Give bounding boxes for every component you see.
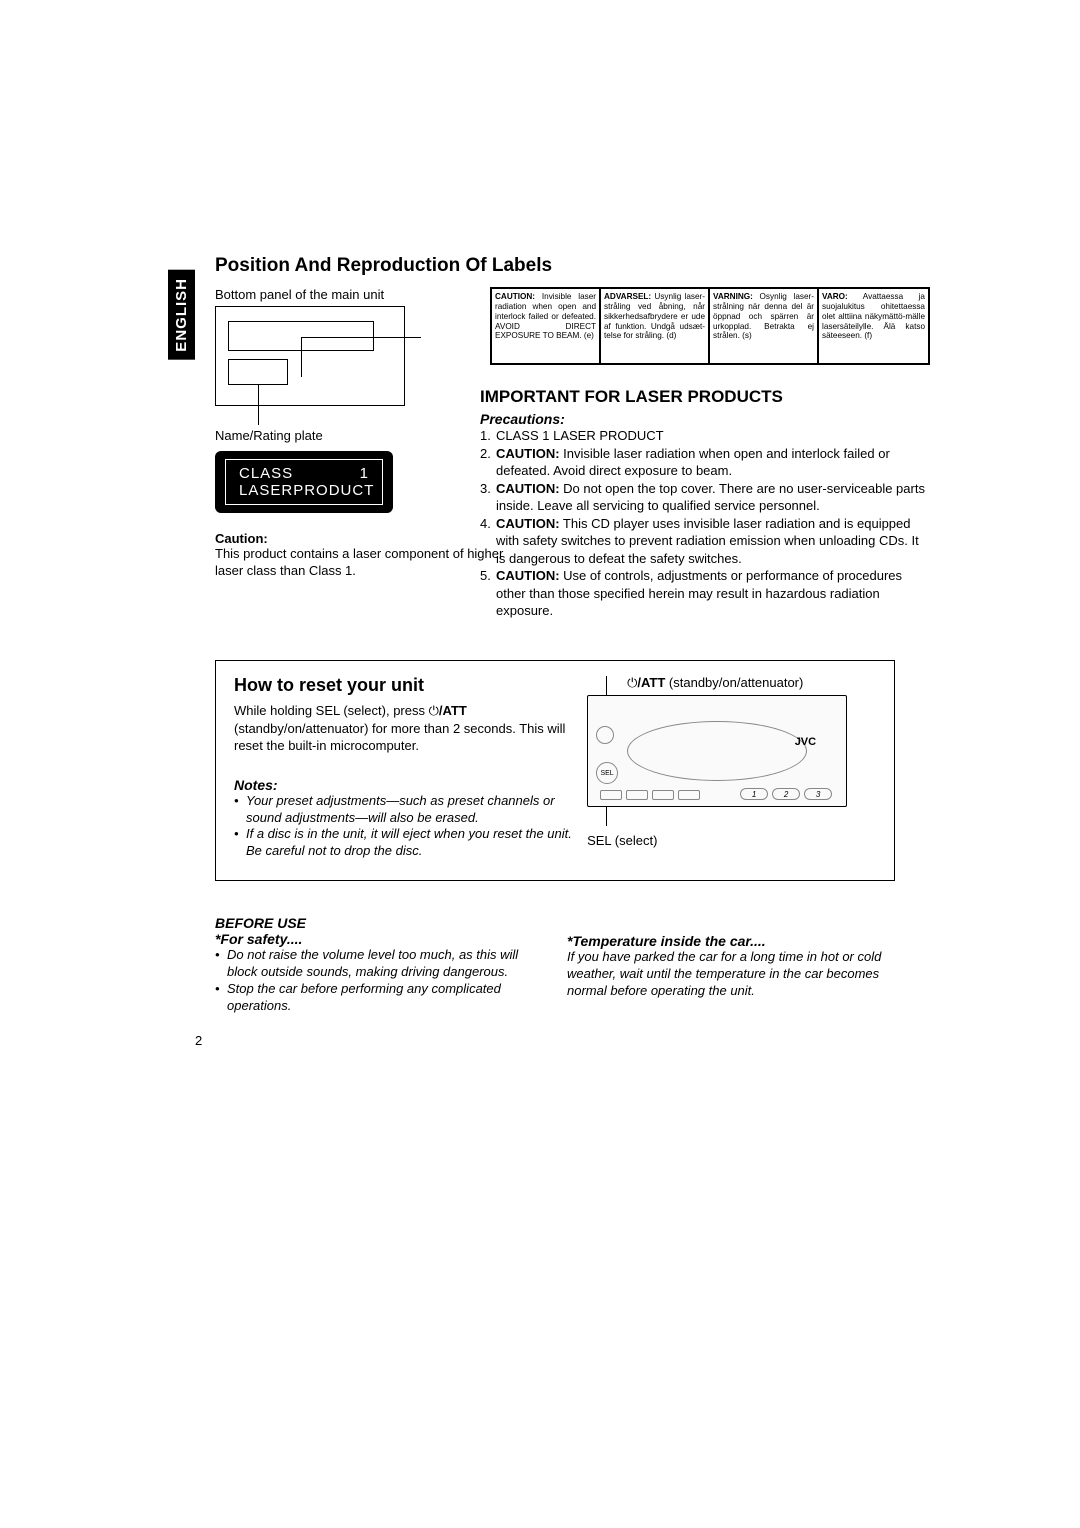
sel-label: SEL (select)	[587, 833, 876, 848]
page-number: 2	[195, 1033, 895, 1048]
right-column: CAUTION: Invisible laser radiation when …	[480, 287, 930, 620]
language-tab: ENGLISH	[168, 270, 195, 360]
jvc-logo: JVC	[795, 736, 816, 748]
caution-text: This product contains a laser component …	[215, 546, 505, 580]
section-title: Position And Reproduction Of Labels	[215, 255, 895, 277]
before-use-section: BEFORE USE *For safety.... •Do not raise…	[215, 915, 895, 1015]
att-label: /ATT (standby/on/attenuator)	[627, 675, 876, 691]
reset-box: How to reset your unit While holding SEL…	[215, 660, 895, 881]
top-row: Bottom panel of the main unit Name/Ratin…	[215, 287, 895, 620]
note-2: •If a disc is in the unit, it will eject…	[234, 826, 577, 860]
caution-heading: Caution:	[215, 531, 450, 546]
temperature-text: If you have parked the car for a long ti…	[567, 949, 895, 1000]
temperature-heading: *Temperature inside the car....	[567, 933, 895, 949]
precautions-list: 1.CLASS 1 LASER PRODUCT2.CAUTION: Invisi…	[480, 427, 930, 620]
label-sv: VARNING: Osynlig laser-strålning när den…	[710, 289, 819, 363]
label-fi: VARO: Avattaessa ja suojalukitus ohitett…	[819, 289, 928, 363]
panel-diagram	[215, 306, 405, 406]
notes-heading: Notes:	[234, 777, 577, 793]
btn-3: 3	[804, 788, 832, 800]
for-safety-heading: *For safety....	[215, 931, 543, 947]
before-use-left: BEFORE USE *For safety.... •Do not raise…	[215, 915, 543, 1015]
note-1: •Your preset adjustments—such as preset …	[234, 793, 577, 827]
reset-left: How to reset your unit While holding SEL…	[234, 675, 587, 860]
label-da: ADVARSEL: Usynlig laser-stråling ved åbn…	[601, 289, 710, 363]
warning-labels-box: CAUTION: Invisible laser radiation when …	[490, 287, 930, 365]
safety-2: •Stop the car before performing any comp…	[215, 981, 543, 1015]
reset-right: /ATT (standby/on/attenuator) JVC SEL 1 2…	[587, 675, 876, 860]
reset-heading: How to reset your unit	[234, 675, 577, 696]
btn-2: 2	[772, 788, 800, 800]
left-column: Bottom panel of the main unit Name/Ratin…	[215, 287, 450, 620]
label-en: CAUTION: Invisible laser radiation when …	[492, 289, 601, 363]
before-use-right: *Temperature inside the car.... If you h…	[567, 915, 895, 1015]
bottom-panel-label: Bottom panel of the main unit	[215, 287, 450, 302]
before-use-heading: BEFORE USE	[215, 915, 543, 931]
reset-text: While holding SEL (select), press /ATT (…	[234, 702, 577, 755]
name-rating-label: Name/Rating plate	[215, 428, 450, 443]
btn-1: 1	[740, 788, 768, 800]
safety-1: •Do not raise the volume level too much,…	[215, 947, 543, 981]
class1-label-plate: CLASS1 LASERPRODUCT	[215, 451, 393, 513]
device-diagram: JVC SEL 1 2 3	[587, 695, 847, 807]
important-heading: IMPORTANT FOR LASER PRODUCTS	[480, 387, 930, 407]
precautions-heading: Precautions:	[480, 411, 930, 427]
sel-knob: SEL	[596, 762, 618, 784]
